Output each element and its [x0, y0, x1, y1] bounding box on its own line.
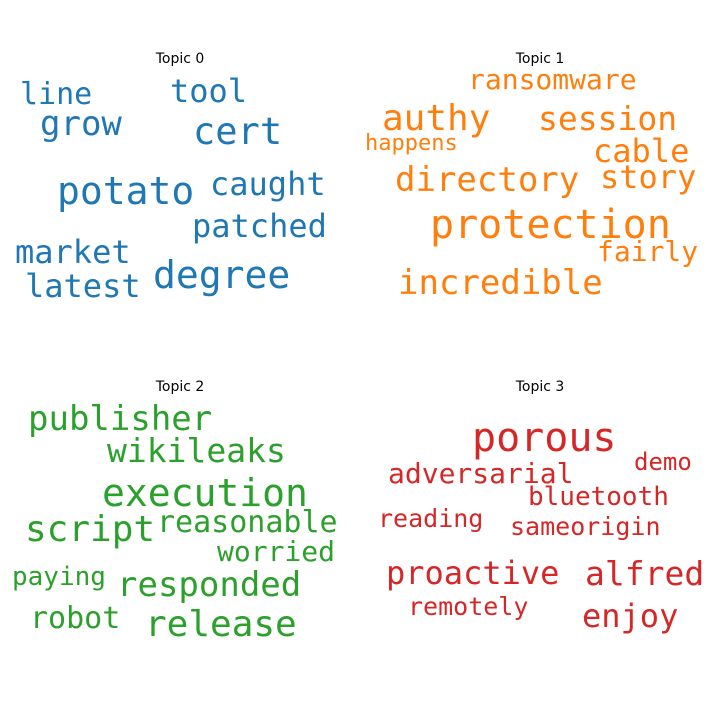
topic-word: latest	[25, 267, 141, 305]
topic-word: responded	[117, 565, 302, 605]
topic-word: enjoy	[582, 597, 679, 635]
topic-word: market	[15, 233, 131, 271]
topic-title: Topic 0	[155, 51, 205, 67]
topic-word: sameorigin	[510, 512, 661, 541]
topic-word: patched	[192, 207, 327, 245]
topic-panel-1: Topic 1 ransomware authy session happens…	[360, 0, 720, 360]
topic-word: directory	[395, 160, 580, 200]
topic-word: execution	[102, 471, 308, 515]
topic-word: reading	[378, 504, 484, 533]
topic-word: demo	[634, 448, 692, 476]
topic-word: authy	[382, 98, 491, 139]
topic-word: worried	[217, 535, 336, 568]
topic-word: caught	[210, 165, 326, 203]
topic-word: tool	[170, 72, 248, 110]
topic-word: ransomware	[468, 63, 637, 96]
topic-title: Topic 2	[155, 379, 205, 395]
topic-word: wikileaks	[107, 431, 286, 470]
topic-word: happens	[365, 131, 458, 156]
topic-word: release	[145, 604, 297, 645]
topic-word: bluetooth	[528, 482, 669, 512]
topic-panel-2: Topic 2 publisher wikileaks execution sc…	[0, 328, 360, 688]
topic-word: degree	[153, 253, 291, 297]
topic-word: paying	[12, 562, 106, 592]
topic-word: alfred	[585, 554, 705, 593]
topic-word: line	[20, 77, 93, 112]
topic-panel-3: Topic 3 porous demo adversarial bluetoot…	[360, 328, 720, 688]
topic-word: fairly	[597, 235, 699, 268]
topic-word: cable	[593, 132, 690, 170]
topic-word: session	[538, 99, 678, 138]
topic-word: cert	[193, 110, 283, 153]
topic-word: protection	[430, 202, 671, 248]
topic-word: porous	[472, 415, 617, 461]
topic-word: proactive	[386, 554, 560, 592]
topic-word: potato	[57, 169, 195, 213]
topic-word: incredible	[398, 263, 603, 303]
topic-title: Topic 3	[515, 379, 565, 395]
topic-word: story	[600, 158, 697, 196]
topic-word: robot	[30, 601, 121, 636]
topic-word: script	[25, 509, 156, 550]
topic-word: adversarial	[388, 457, 574, 490]
topic-panel-0: Topic 0 line tool grow cert caught potat…	[0, 0, 360, 360]
topic-word: publisher	[28, 399, 213, 439]
topic-word: remotely	[408, 592, 529, 621]
topic-word: grow	[40, 104, 122, 144]
topic-title: Topic 1	[515, 51, 565, 67]
topic-word: reasonable	[157, 505, 338, 540]
